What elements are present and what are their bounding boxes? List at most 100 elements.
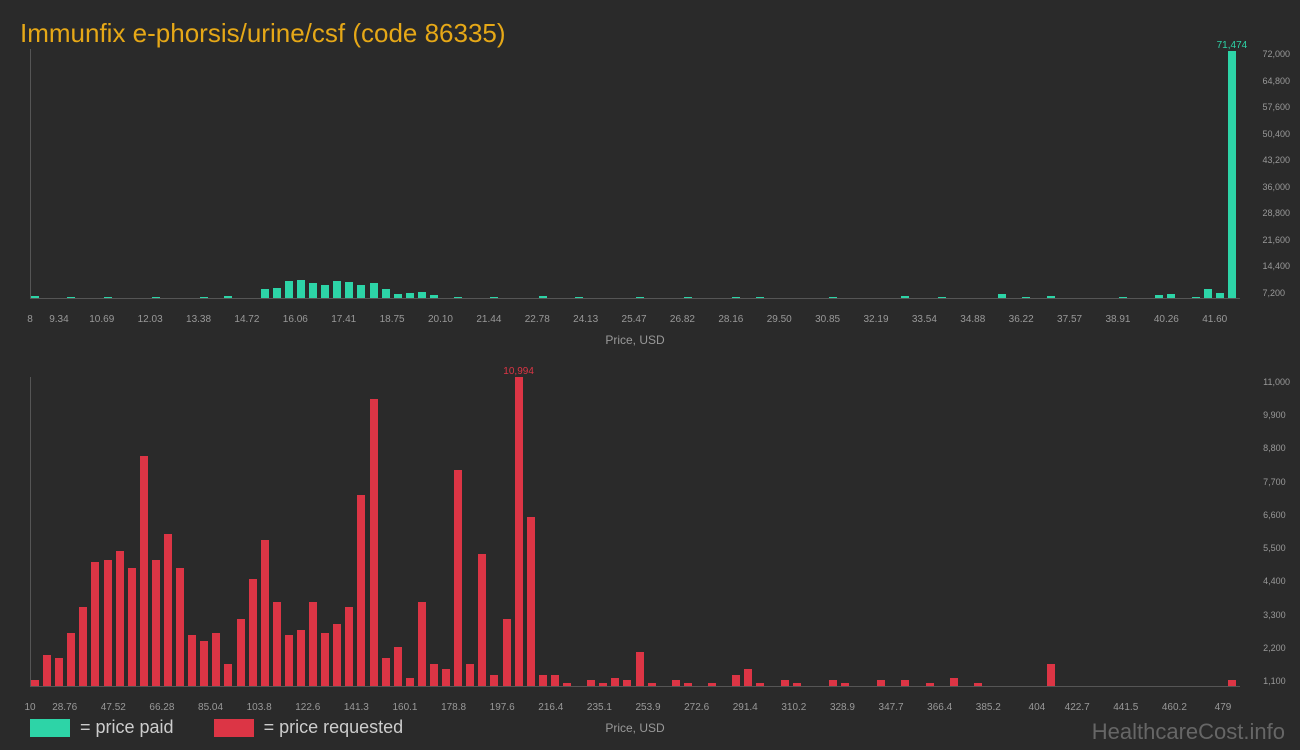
- page-title: Immunfix e-phorsis/urine/csf (code 86335…: [0, 0, 1300, 49]
- bar: [345, 282, 353, 298]
- x-tick: 20.10: [428, 314, 453, 325]
- chart-top-container: 7,20014,40021,60028,80036,00043,20050,40…: [30, 49, 1240, 347]
- bar: [732, 675, 740, 686]
- bar: [249, 579, 257, 686]
- bar: [164, 534, 172, 686]
- bar: [152, 297, 160, 298]
- bar: [938, 297, 946, 298]
- x-tick: 22.78: [525, 314, 550, 325]
- bar: [1022, 297, 1030, 298]
- x-tick: 28.16: [718, 314, 743, 325]
- bar: [1228, 680, 1236, 686]
- x-tick: 8: [27, 314, 33, 325]
- x-tick: 216.4: [538, 702, 563, 713]
- x-tick: 122.6: [295, 702, 320, 713]
- bar: [1192, 297, 1200, 298]
- bar: [587, 680, 595, 686]
- x-tick: 38.91: [1105, 314, 1130, 325]
- x-tick: 10.69: [89, 314, 114, 325]
- bar: [430, 664, 438, 686]
- bar: [829, 297, 837, 298]
- bar: 10,994: [515, 377, 523, 686]
- bar: [539, 675, 547, 686]
- y-tick: 1,100: [1263, 676, 1290, 686]
- bar: [974, 683, 982, 686]
- chart-bottom-container: 1,1002,2003,3004,4005,5006,6007,7008,800…: [30, 377, 1240, 735]
- y-tick: 6,600: [1263, 510, 1290, 520]
- x-tick: 21.44: [476, 314, 501, 325]
- bar: [623, 680, 631, 686]
- x-tick: 441.5: [1113, 702, 1138, 713]
- x-tick: 178.8: [441, 702, 466, 713]
- bar: [877, 680, 885, 686]
- bar: [357, 495, 365, 686]
- y-tick: 9,900: [1263, 410, 1290, 420]
- y-tick: 72,000: [1262, 49, 1290, 59]
- legend-label-requested: = price requested: [264, 717, 404, 738]
- bar: [599, 683, 607, 686]
- x-tick: 26.82: [670, 314, 695, 325]
- y-tick: 8,800: [1263, 443, 1290, 453]
- bar: [563, 683, 571, 686]
- bar: [648, 683, 656, 686]
- bar: [382, 658, 390, 686]
- bar: [950, 678, 958, 686]
- bar: [672, 680, 680, 686]
- bar: [31, 680, 39, 686]
- chart-bottom-area: 1,1002,2003,3004,4005,5006,6007,7008,800…: [30, 377, 1240, 687]
- bar: [285, 635, 293, 686]
- x-label-top: Price, USD: [30, 333, 1240, 347]
- x-tick: 422.7: [1065, 702, 1090, 713]
- x-tick: 253.9: [636, 702, 661, 713]
- bar: [237, 619, 245, 686]
- y-tick: 3,300: [1263, 610, 1290, 620]
- bar: [1167, 294, 1175, 298]
- bar: [829, 680, 837, 686]
- x-tick: 479: [1215, 702, 1232, 713]
- x-tick: 366.4: [927, 702, 952, 713]
- y-tick: 57,600: [1262, 102, 1290, 112]
- bar: [297, 280, 305, 298]
- y-tick: 7,200: [1262, 288, 1290, 298]
- x-tick: 16.06: [283, 314, 308, 325]
- x-tick: 141.3: [344, 702, 369, 713]
- x-tick: 404: [1029, 702, 1046, 713]
- x-tick: 460.2: [1162, 702, 1187, 713]
- bar: [901, 296, 909, 298]
- bar: [309, 283, 317, 298]
- bar: [309, 602, 317, 686]
- bar: [756, 297, 764, 298]
- x-tick: 37.57: [1057, 314, 1082, 325]
- y-tick: 14,400: [1262, 261, 1290, 271]
- x-tick: 25.47: [622, 314, 647, 325]
- bar: [1119, 297, 1127, 298]
- bar: [273, 602, 281, 686]
- x-tick: 10: [24, 702, 35, 713]
- x-tick: 32.19: [863, 314, 888, 325]
- x-tick: 12.03: [138, 314, 163, 325]
- bar: [67, 633, 75, 686]
- watermark: HealthcareCost.info: [1092, 719, 1285, 745]
- bar: [333, 281, 341, 298]
- x-tick: 28.76: [52, 702, 77, 713]
- y-tick: 4,400: [1263, 576, 1290, 586]
- bar: [297, 630, 305, 686]
- x-tick: 328.9: [830, 702, 855, 713]
- bar-max-label: 71,474: [1217, 40, 1248, 51]
- x-tick: 30.85: [815, 314, 840, 325]
- bar: [1216, 293, 1224, 298]
- y-tick: 50,400: [1262, 129, 1290, 139]
- y-tick: 43,200: [1262, 155, 1290, 165]
- bar: [636, 297, 644, 298]
- y-tick: 11,000: [1263, 377, 1290, 387]
- bar: [478, 554, 486, 686]
- x-tick: 13.38: [186, 314, 211, 325]
- bar: [224, 664, 232, 686]
- bar: [636, 652, 644, 686]
- legend-label-paid: = price paid: [80, 717, 174, 738]
- y-tick: 2,200: [1263, 643, 1290, 653]
- bar: [539, 296, 547, 298]
- y-axis-bottom: 1,1002,2003,3004,4005,5006,6007,7008,800…: [1263, 377, 1290, 686]
- bar: [55, 658, 63, 686]
- bar-max-label: 10,994: [503, 366, 534, 377]
